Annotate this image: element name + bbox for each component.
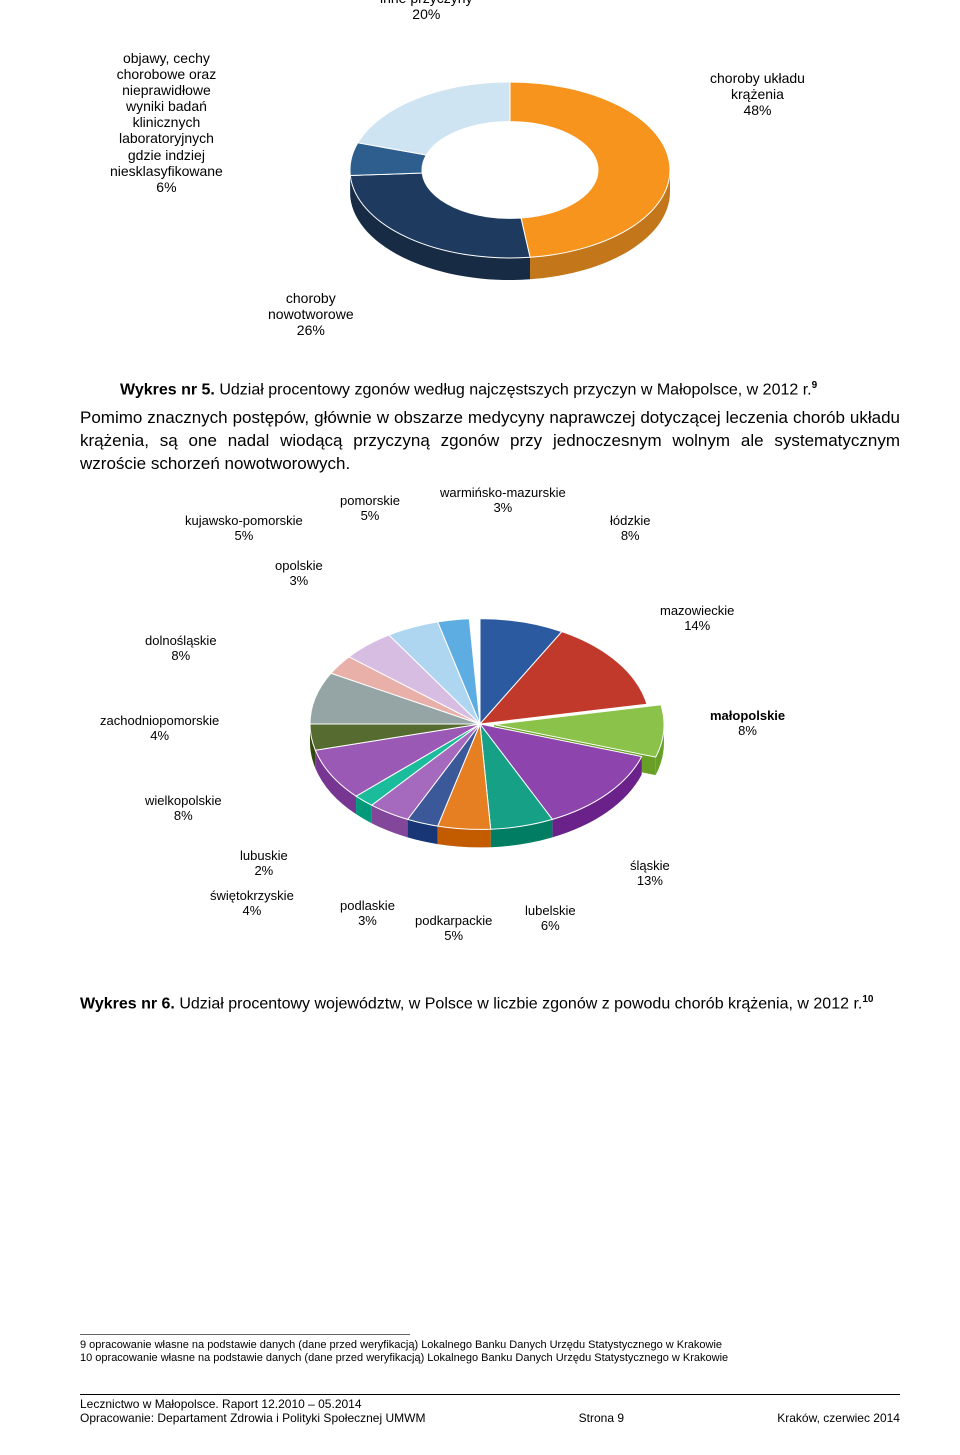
pie-slice-label: śląskie13% [630, 859, 670, 889]
donut-slice-label: choroby układukrążenia48% [710, 70, 805, 118]
pie-slice-label: podlaskie3% [340, 899, 395, 929]
footer-left-1: Lecznictwo w Małopolsce. Raport 12.2010 … [80, 1397, 425, 1411]
donut-chart [350, 10, 670, 350]
pie-slice-label: wielkopolskie8% [145, 794, 222, 824]
caption-2-text: Udział procentowy województw, w Polsce w… [175, 995, 862, 1012]
pie-chart [290, 534, 670, 914]
caption-1-sup: 9 [812, 380, 818, 391]
footer-right: Kraków, czerwiec 2014 [777, 1411, 900, 1425]
footnote-9: 9 opracowanie własne na podstawie danych… [80, 1339, 860, 1352]
caption-1: Wykres nr 5. Udział procentowy zgonów we… [80, 380, 900, 399]
pie-slice-label: kujawsko-pomorskie5% [185, 514, 303, 544]
caption-1-label: Wykres nr 5. [120, 381, 215, 398]
donut-slice-label: inne przyczyny20% [380, 0, 473, 22]
pie-slice-label: pomorskie5% [340, 494, 400, 524]
caption-2: Wykres nr 6. Udział procentowy województ… [80, 994, 900, 1013]
caption-1-text: Udział procentowy zgonów według najczęst… [215, 381, 812, 398]
body-paragraph: Pomimo znacznych postępów, głównie w obs… [80, 407, 900, 476]
pie-slice-label: zachodniopomorskie4% [100, 714, 219, 744]
pie-slice-label: lubuskie2% [240, 849, 288, 879]
pie-slice-label: świętokrzyskie4% [210, 889, 294, 919]
pie-slice-label: dolnośląskie8% [145, 634, 217, 664]
footer-left-2: Opracowanie: Departament Zdrowia i Polit… [80, 1411, 425, 1425]
pie-slice-label: podkarpackie5% [415, 914, 492, 944]
footnotes: 9 opracowanie własne na podstawie danych… [80, 1334, 410, 1365]
caption-2-sup: 10 [862, 994, 873, 1005]
page-footer: Lecznictwo w Małopolsce. Raport 12.2010 … [80, 1394, 900, 1425]
pie-slice-label: łódzkie8% [610, 514, 650, 544]
pie-slice-label: lubelskie6% [525, 904, 576, 934]
donut-slice-label: objawy, cechychorobowe oraznieprawidłowe… [110, 50, 223, 195]
footnote-10: 10 opracowanie własne na podstawie danyc… [80, 1352, 860, 1365]
donut-slice-label: chorobynowotworowe26% [268, 290, 354, 338]
footer-center: Strona 9 [579, 1411, 624, 1425]
caption-2-label: Wykres nr 6. [80, 995, 175, 1012]
pie-slice-label: mazowieckie14% [660, 604, 734, 634]
pie-slice-label: opolskie3% [275, 559, 323, 589]
pie-slice-label: małopolskie8% [710, 709, 785, 739]
pie-slice-label: warmińsko-mazurskie3% [440, 486, 566, 516]
